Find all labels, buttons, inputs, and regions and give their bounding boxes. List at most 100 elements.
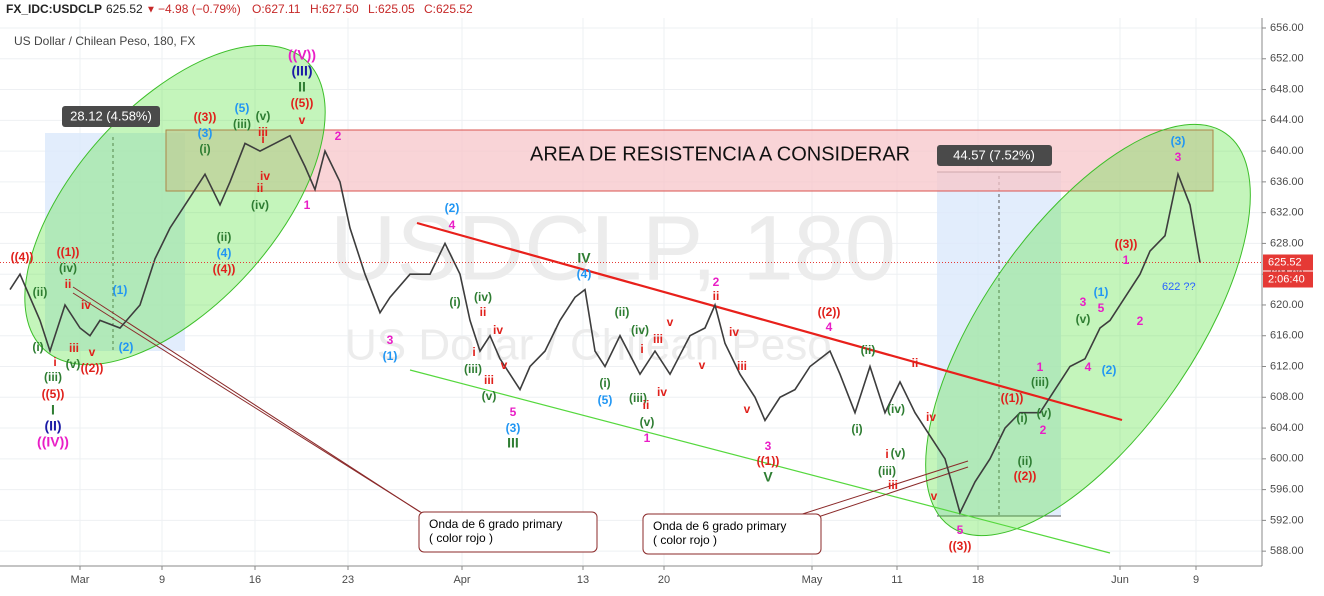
- wave-label: ii: [912, 356, 919, 370]
- measure-label-bg: [62, 106, 160, 127]
- wave-label: 3: [765, 439, 772, 453]
- wave-label: (ii): [1018, 454, 1033, 468]
- wave-label: ((4)): [213, 262, 236, 276]
- y-tick-label: 608.00: [1270, 391, 1304, 403]
- price-line: [9, 134, 1201, 515]
- x-tick-label: 11: [891, 574, 902, 586]
- callout-text: ( color rojo ): [653, 533, 717, 547]
- wave-label: v: [931, 489, 938, 503]
- callout-box: [642, 513, 822, 555]
- wave-label: 5: [510, 405, 517, 419]
- wave-ellipse: [24, 44, 326, 366]
- wave-label: (4): [577, 267, 592, 281]
- wave-label: (iv): [887, 402, 905, 416]
- wave-label: (3): [198, 126, 213, 140]
- countdown-tag: [1263, 271, 1313, 288]
- wave-label: 5: [1098, 301, 1105, 315]
- wave-label: ((1)): [757, 454, 780, 468]
- wave-label: ((IV)): [37, 434, 69, 450]
- y-tick-label: 656.00: [1270, 22, 1304, 34]
- wave-label: (v): [1037, 406, 1052, 420]
- wave-label: ii: [65, 277, 72, 291]
- wave-label: ((1)): [57, 245, 80, 259]
- change: −4.98 (−0.79%): [158, 2, 241, 16]
- wave-label: IV: [577, 250, 591, 266]
- wave-label: ((5)): [291, 96, 314, 110]
- wave-label: ii: [257, 181, 264, 195]
- measure-label: 28.12 (4.58%): [70, 108, 152, 123]
- axes: 588.00 592.00 596.00 600.00 604.00 608.00 612.…: [71, 22, 1313, 586]
- wave-label: (II): [44, 418, 61, 434]
- x-tick-label: 18: [972, 574, 984, 586]
- wave-label: 4: [1085, 360, 1092, 374]
- ohlc-open: O:627.11: [252, 2, 301, 16]
- y-tick-label: 620.00: [1270, 299, 1304, 311]
- wave-label: 3: [1175, 150, 1182, 164]
- wave-label: (5): [235, 101, 250, 115]
- countdown: 2:06:40: [1268, 273, 1305, 285]
- wave-label: (iv): [474, 290, 492, 304]
- change-arrow: ▼: [146, 5, 156, 16]
- wave-label: 3: [387, 333, 394, 347]
- wave-label: (ii): [33, 285, 48, 299]
- wave-label: (iii): [629, 391, 647, 405]
- wave-label: 4: [449, 218, 456, 232]
- y-tick-label: 604.00: [1270, 422, 1304, 434]
- wave-label: iii: [69, 341, 79, 355]
- wave-label: (3): [506, 421, 521, 435]
- wave-label: III: [507, 435, 519, 451]
- y-tick-label: 636.00: [1270, 176, 1304, 188]
- wave-label: (iv): [631, 323, 649, 337]
- callout-text: Onda de 6 grado primary: [429, 517, 562, 531]
- x-tick-label: 9: [159, 574, 165, 586]
- wave-label: (i): [199, 142, 210, 156]
- wave-label: i: [885, 447, 888, 461]
- x-tick-label: Jun: [1111, 574, 1129, 586]
- wave-ellipse: [925, 123, 1251, 537]
- wave-label: (4): [217, 246, 232, 260]
- measure-label-bg: [937, 145, 1052, 166]
- wave-label: (1): [113, 283, 128, 297]
- wave-label: (iii): [1031, 375, 1049, 389]
- chart-title: US Dollar / Chilean Peso, 180, FX: [14, 34, 195, 48]
- wave-label: v: [299, 113, 306, 127]
- wave-label: (1): [1094, 285, 1109, 299]
- wave-label: (2): [119, 340, 134, 354]
- resistance-label: AREA DE RESISTENCIA A CONSIDERAR: [530, 143, 910, 165]
- wave-label: ((2)): [1014, 469, 1037, 483]
- wave-label: (i): [449, 295, 460, 309]
- wave-label: v: [667, 315, 674, 329]
- y-tick-label: 600.00: [1270, 453, 1304, 465]
- wave-label: i: [53, 355, 56, 369]
- wave-label: iv: [657, 385, 667, 399]
- wave-label: iv: [729, 325, 739, 339]
- callout-pointer: [799, 466, 969, 524]
- wave-label: (i): [599, 376, 610, 390]
- y-tick-label: 628.00: [1270, 237, 1304, 249]
- callout-text: ( color rojo ): [429, 531, 493, 545]
- y-tick-label: 612.00: [1270, 360, 1304, 372]
- wave-label: (2): [445, 201, 460, 215]
- wave-label: (iii): [44, 370, 62, 384]
- wave-label: ((2)): [818, 305, 841, 319]
- wave-label: (1): [383, 349, 398, 363]
- wave-label: 5: [957, 523, 964, 537]
- wave-label: 2: [335, 129, 342, 143]
- y-tick-label: 652.00: [1270, 53, 1304, 65]
- wave-label: i: [261, 132, 264, 146]
- wave-label: iii: [888, 478, 898, 492]
- ohlc-low: L:625.05: [368, 2, 415, 16]
- wave-label: ii: [480, 305, 487, 319]
- wave-label: 1: [1123, 253, 1130, 267]
- y-tick-label: 592.00: [1270, 514, 1304, 526]
- wave-label: ((3)): [1115, 237, 1138, 251]
- wave-label: (iii): [878, 464, 896, 478]
- wave-label: (i): [1016, 411, 1027, 425]
- wave-label: (v): [482, 389, 497, 403]
- wave-label: iii: [258, 125, 268, 139]
- wave-label: (3): [1171, 134, 1186, 148]
- y-tick-label: 596.00: [1270, 484, 1304, 496]
- target-note: 622 ??: [1162, 281, 1196, 293]
- wave-label: ((2)): [81, 361, 104, 375]
